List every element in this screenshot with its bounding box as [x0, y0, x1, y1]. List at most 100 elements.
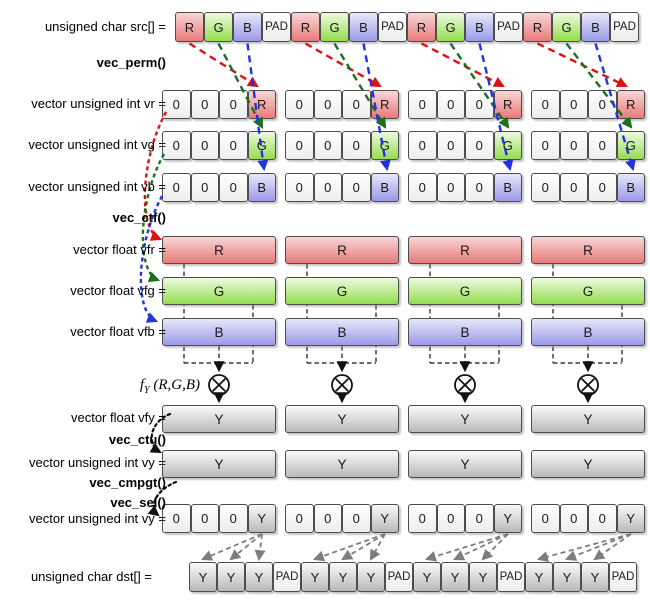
- label-vec-cmpgt: vec_cmpgt(): [89, 475, 166, 490]
- dst-cell: PAD: [497, 562, 525, 592]
- src-cell: R: [175, 12, 204, 42]
- vy-bar: Y: [285, 450, 399, 478]
- vy-bar: Y: [531, 450, 645, 478]
- src-cell: R: [407, 12, 436, 42]
- vb-cell: B: [370, 173, 399, 202]
- vfb-bar: B: [285, 318, 399, 346]
- dst-cell: Y: [245, 562, 273, 592]
- vy-sel-cell: 0: [408, 504, 437, 533]
- vg-cell: 0: [285, 131, 314, 160]
- src-cell: G: [552, 12, 581, 42]
- vg-cell: 0: [190, 131, 219, 160]
- vy-bar: Y: [408, 450, 522, 478]
- vb-cell: 0: [531, 173, 560, 202]
- dst-cell: Y: [553, 562, 581, 592]
- vb-cell: 0: [313, 173, 342, 202]
- vfb-bar: B: [408, 318, 522, 346]
- label-vy-int: vector unsigned int vy =: [29, 455, 166, 470]
- label-vg: vector unsigned int vg =: [28, 137, 166, 152]
- vy-bar: Y: [162, 450, 276, 478]
- vr-cell: 0: [190, 90, 219, 119]
- label-vy-sel: vector unsigned int vy =: [29, 511, 166, 526]
- vy-sel-cell: 0: [190, 504, 219, 533]
- fy-sub: Y: [144, 385, 150, 396]
- vfb-bar: B: [531, 318, 645, 346]
- src-cell: PAD: [494, 12, 523, 42]
- dst-cell: Y: [301, 562, 329, 592]
- vg-cell: 0: [219, 131, 248, 160]
- vy-sel-cell: 0: [219, 504, 248, 533]
- vb-cell: 0: [408, 173, 437, 202]
- vfy-bar: Y: [162, 405, 276, 433]
- label-vfg: vector float vfg =: [70, 283, 166, 298]
- dst-cell: Y: [441, 562, 469, 592]
- vy-sel-cell: 0: [436, 504, 465, 533]
- dst-cell: PAD: [609, 562, 637, 592]
- fy-function-label: fY (R,G,B): [139, 375, 200, 396]
- dst-cell: Y: [581, 562, 609, 592]
- vfy-bar: Y: [531, 405, 645, 433]
- label-vfy: vector float vfy =: [70, 410, 166, 425]
- vb-cell: 0: [342, 173, 371, 202]
- vb-cell: 0: [559, 173, 588, 202]
- src-cell: B: [233, 12, 262, 42]
- vb-cell: 0: [285, 173, 314, 202]
- src-cell: R: [291, 12, 320, 42]
- vb-cell: 0: [588, 173, 617, 202]
- src-cell: B: [465, 12, 494, 42]
- vy-sel-cell: Y: [493, 504, 522, 533]
- vy-sel-cell: 0: [588, 504, 617, 533]
- vy-sel-cell: Y: [370, 504, 399, 533]
- dst-cell: Y: [525, 562, 553, 592]
- label-vfr: vector float vfr =: [73, 242, 166, 257]
- vb-cell: 0: [190, 173, 219, 202]
- src-cell: G: [204, 12, 233, 42]
- vr-cell: 0: [408, 90, 437, 119]
- vr-cell: 0: [285, 90, 314, 119]
- dst-cell: PAD: [273, 562, 301, 592]
- vb-cell: 0: [219, 173, 248, 202]
- vg-cell: 0: [559, 131, 588, 160]
- label-src: unsigned char src[] =: [44, 19, 166, 34]
- vfg-bar: G: [531, 277, 645, 305]
- src-cell: PAD: [262, 12, 291, 42]
- label-dst: unsigned char dst[] =: [30, 569, 152, 584]
- vy-sel-cell: 0: [313, 504, 342, 533]
- vfr-bar: R: [162, 236, 276, 264]
- fy-args: (R,G,B): [149, 377, 200, 393]
- vfy-bar: Y: [408, 405, 522, 433]
- dst-cell: Y: [217, 562, 245, 592]
- vfy-bar: Y: [285, 405, 399, 433]
- vy-sel-cell: 0: [531, 504, 560, 533]
- src-cell: G: [320, 12, 349, 42]
- label-vec-ctf: vec_ctf(): [112, 210, 166, 225]
- dst-cell: Y: [357, 562, 385, 592]
- vy-sel-cell: Y: [616, 504, 645, 533]
- vb-cell: B: [247, 173, 276, 202]
- vb-cell: B: [493, 173, 522, 202]
- vy-sel-cell: 0: [559, 504, 588, 533]
- dst-cell: Y: [329, 562, 357, 592]
- dst-cell: Y: [413, 562, 441, 592]
- vg-cell: 0: [408, 131, 437, 160]
- src-cell: PAD: [610, 12, 639, 42]
- label-vb: vector unsigned int vb =: [28, 179, 166, 194]
- vb-cell: 0: [465, 173, 494, 202]
- src-cell: R: [523, 12, 552, 42]
- src-cell: B: [581, 12, 610, 42]
- vy-sel-cell: 0: [465, 504, 494, 533]
- label-vfb: vector float vfb =: [70, 324, 166, 339]
- fy-f: f: [139, 377, 145, 393]
- vg-cell: 0: [531, 131, 560, 160]
- vy-sel-cell: 0: [285, 504, 314, 533]
- vy-sel-cell: 0: [342, 504, 371, 533]
- vfb-bar: B: [162, 318, 276, 346]
- vg-cell: 0: [313, 131, 342, 160]
- vr-cell: 0: [531, 90, 560, 119]
- vfg-bar: G: [408, 277, 522, 305]
- dst-cell: Y: [189, 562, 217, 592]
- src-cell: G: [436, 12, 465, 42]
- dst-cell: Y: [469, 562, 497, 592]
